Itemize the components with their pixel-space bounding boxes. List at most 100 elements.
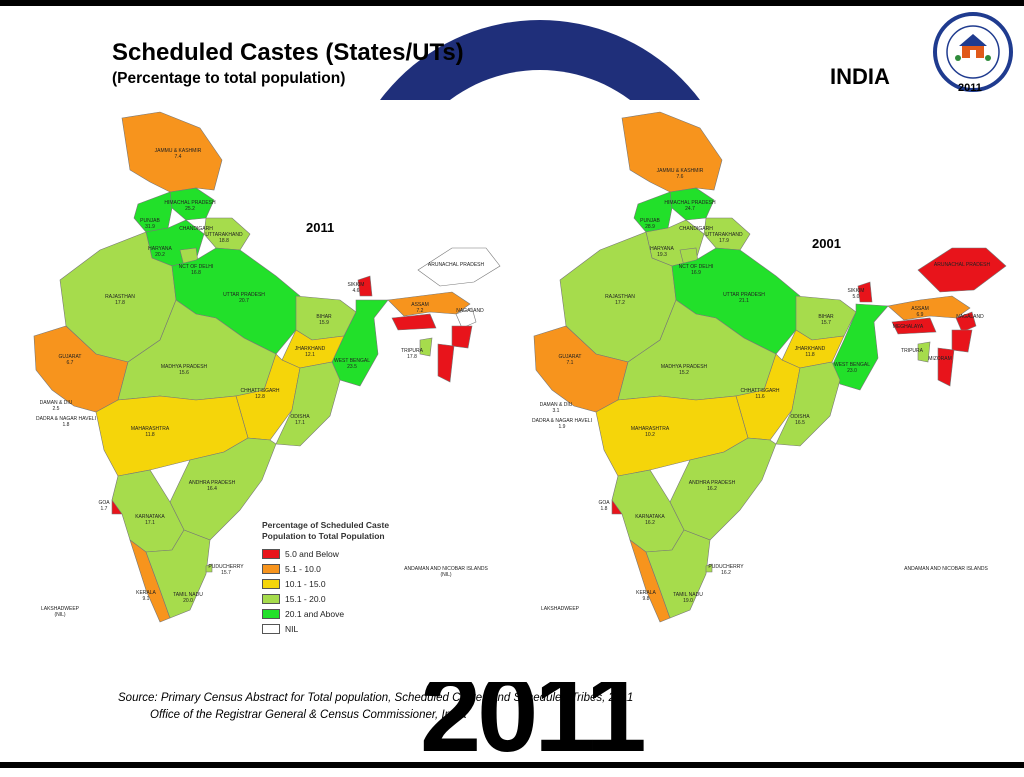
region-meghalaya bbox=[391, 313, 437, 331]
state-value: 17.2 bbox=[615, 300, 625, 306]
legend-item: 10.1 - 15.0 bbox=[262, 576, 442, 591]
state-label: ODISHA 17.1 bbox=[290, 414, 310, 426]
state-value: 25.2 bbox=[185, 206, 195, 212]
state-label: ANDAMAN AND NICOBAR ISLANDS bbox=[904, 566, 988, 572]
state-value: 11.6 bbox=[755, 394, 765, 400]
region-meghalaya bbox=[891, 317, 937, 335]
source-line1: Source: Primary Census Abstract for Tota… bbox=[118, 692, 634, 704]
region-mizoram bbox=[937, 347, 955, 387]
state-label: ARUNACHAL PRADESH bbox=[934, 262, 991, 268]
legend-label: 10.1 - 15.0 bbox=[285, 578, 326, 589]
state-label: HIMACHAL PRADESH 24.7 bbox=[664, 200, 716, 212]
country-label: INDIA bbox=[830, 64, 890, 89]
state-name: KERALA bbox=[636, 590, 656, 596]
state-label: HIMACHAL PRADESH 25.2 bbox=[164, 200, 216, 212]
state-value: 7.6 bbox=[677, 174, 684, 180]
legend-label: NIL bbox=[285, 623, 299, 634]
source-line2: Office of the Registrar General & Census… bbox=[150, 709, 467, 721]
legend-item: 5.1 - 10.0 bbox=[262, 561, 442, 576]
state-label: MADHYA PRADESH 15.2 bbox=[661, 364, 708, 376]
state-label: PUDUCHERRY 15.7 bbox=[208, 564, 244, 576]
title-block: Scheduled Castes (States/UTs) (Percentag… bbox=[112, 38, 464, 90]
state-name: SIKKIM bbox=[848, 288, 865, 294]
state-label: TRIPURA bbox=[901, 348, 924, 354]
state-value: 17.9 bbox=[719, 238, 729, 244]
state-label: GOA 1.7 bbox=[98, 500, 110, 512]
state-name: LAKSHADWEEP bbox=[541, 606, 580, 612]
legend-items: 5.0 and Below 5.1 - 10.0 10.1 - 15.0 15.1 -… bbox=[262, 546, 442, 636]
state-value: 16.2 bbox=[707, 486, 717, 492]
state-name: BIHAR bbox=[316, 314, 332, 320]
state-name: TAMIL NADU bbox=[173, 592, 203, 598]
legend-swatch bbox=[262, 608, 280, 619]
legend-item: 20.1 and Above bbox=[262, 606, 442, 621]
state-name: CHANDIGARH bbox=[679, 226, 713, 232]
state-name: HARYANA bbox=[650, 246, 674, 252]
state-name: TRIPURA bbox=[401, 348, 424, 354]
legend-swatch bbox=[262, 548, 280, 559]
state-label: HARYANA 20.2 bbox=[148, 246, 172, 258]
legend-label: 20.1 and Above bbox=[285, 608, 345, 619]
legend-item: 15.1 - 20.0 bbox=[262, 591, 442, 606]
state-value: 17.8 bbox=[407, 354, 417, 360]
region-west-bengal bbox=[331, 299, 389, 387]
state-value: 20.0 bbox=[183, 598, 193, 604]
state-value: 7.4 bbox=[175, 154, 182, 160]
state-name: ODISHA bbox=[790, 414, 810, 420]
state-value: 28.9 bbox=[645, 224, 655, 230]
state-value: 2.5 bbox=[53, 406, 60, 412]
state-name: NAGALAND bbox=[956, 314, 984, 320]
region-mizoram bbox=[437, 343, 455, 383]
state-label: GUJARAT 7.1 bbox=[559, 354, 582, 366]
state-label: PUNJAB 28.9 bbox=[640, 218, 660, 230]
legend-swatch bbox=[262, 563, 280, 574]
legend-swatch bbox=[262, 578, 280, 589]
state-value: 20.7 bbox=[239, 298, 249, 304]
state-label: KERALA 9.1 bbox=[136, 590, 156, 602]
state-name: JHARKHAND bbox=[295, 346, 326, 352]
region-odisha bbox=[275, 361, 341, 447]
state-name: TRIPURA bbox=[901, 348, 924, 354]
state-label: DAMAN & DIU 3.1 bbox=[540, 402, 573, 414]
state-name: NCT OF DELHI bbox=[179, 264, 214, 270]
legend-title-line1: Percentage of Scheduled Caste bbox=[262, 520, 390, 530]
state-name: UTTAR PRADESH bbox=[223, 292, 265, 298]
state-label: NAGALAND bbox=[956, 314, 984, 320]
state-label: KARNATAKA 17.1 bbox=[135, 514, 165, 526]
state-label: WEST BENGAL 23.0 bbox=[834, 362, 870, 374]
state-value: 9.8 bbox=[643, 596, 650, 602]
state-label: ODISHA 16.5 bbox=[790, 414, 810, 426]
state-label: KERALA 9.8 bbox=[636, 590, 656, 602]
state-value: 23.5 bbox=[347, 364, 357, 370]
state-value: 21.1 bbox=[739, 298, 749, 304]
state-value: 3.1 bbox=[553, 408, 560, 414]
state-name: GOA bbox=[98, 500, 110, 506]
state-value: 16.2 bbox=[645, 520, 655, 526]
state-label: DADRA & NAGAR HAVELI 1.8 bbox=[36, 416, 96, 428]
state-name: ARUNACHAL PRADESH bbox=[934, 262, 991, 268]
state-label: GUJARAT 6.7 bbox=[59, 354, 82, 366]
state-name: PUDUCHERRY bbox=[708, 564, 744, 570]
state-value: 1.8 bbox=[601, 506, 608, 512]
state-name: RAJASTHAN bbox=[605, 294, 635, 300]
legend: Percentage of Scheduled Caste Population… bbox=[262, 520, 442, 636]
state-label: TAMIL NADU 20.0 bbox=[173, 592, 203, 604]
state-name: MAHARASHTRA bbox=[631, 426, 670, 432]
state-label: JAMMU & KASHMIR 7.4 bbox=[155, 148, 202, 160]
state-label: GOA 1.8 bbox=[598, 500, 610, 512]
state-name: PUDUCHERRY bbox=[208, 564, 244, 570]
state-value: 1.8 bbox=[63, 422, 70, 428]
state-value: 16.5 bbox=[795, 420, 805, 426]
state-value: 15.7 bbox=[221, 570, 231, 576]
region-karnataka bbox=[111, 469, 185, 553]
state-name: ARUNACHAL PRADESH bbox=[428, 262, 485, 268]
state-value: 1.7 bbox=[101, 506, 108, 512]
state-label: SIKKIM 4.6 bbox=[348, 282, 365, 294]
state-name: BIHAR bbox=[818, 314, 834, 320]
state-value: 9.1 bbox=[143, 596, 150, 602]
legend-swatch bbox=[262, 593, 280, 604]
state-label: NCT OF DELHI 16.8 bbox=[179, 264, 214, 276]
state-label: KARNATAKA 16.2 bbox=[635, 514, 665, 526]
state-name: RAJASTHAN bbox=[105, 294, 135, 300]
state-value: 15.2 bbox=[679, 370, 689, 376]
